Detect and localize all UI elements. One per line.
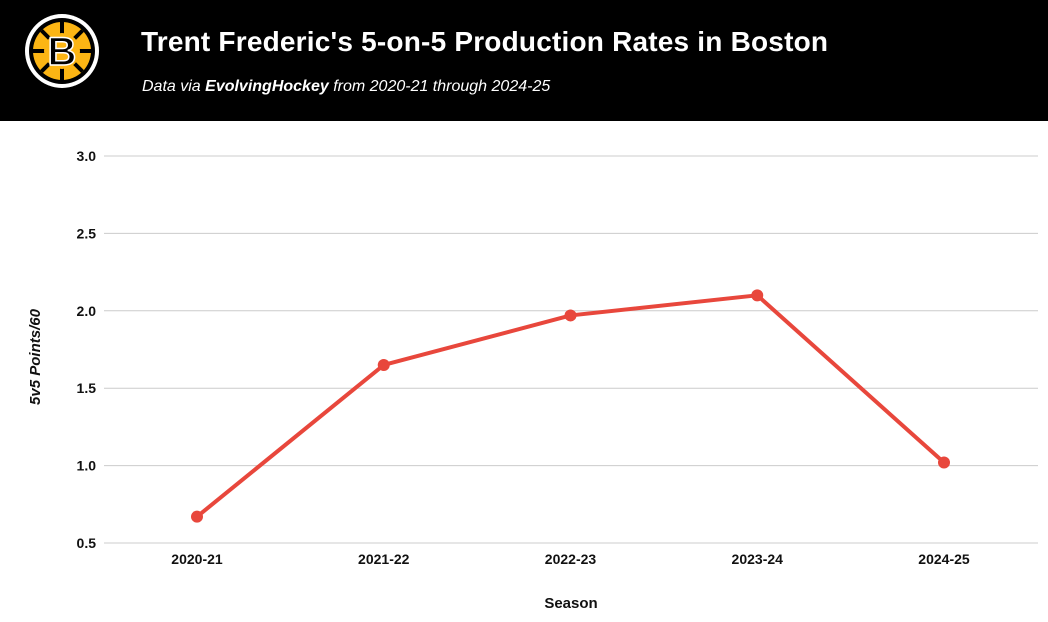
x-tick-label: 2023-24 [732, 551, 784, 567]
subtitle-suffix: from 2020-21 through 2024-25 [328, 78, 551, 95]
line-chart: 0.5 1.0 1.5 2.0 2.5 3.0 2020-21 2021-22 2022-23… [27, 148, 1038, 612]
subtitle-prefix: Data via [142, 78, 206, 95]
bruins-logo-icon: B [25, 14, 99, 88]
x-tick-label: 2020-21 [171, 551, 223, 567]
grid-lines [104, 155, 1038, 544]
data-point [191, 510, 203, 523]
y-axis-title: 5v5 Points/60 [27, 308, 44, 405]
series-line [195, 293, 946, 519]
y-tick-label: 3.0 [77, 148, 97, 164]
data-point [377, 358, 390, 371]
data-point [938, 456, 950, 469]
chart-header: B Trent Frederic's 5-on-5 Production Rat… [0, 0, 1048, 121]
data-point [564, 309, 577, 322]
y-tick-label: 1.5 [77, 380, 97, 396]
chart-title: Trent Frederic's 5-on-5 Production Rates… [141, 26, 829, 57]
subtitle-source: EvolvingHockey [205, 78, 329, 95]
y-tick-label: 2.5 [77, 225, 97, 241]
series-layer [191, 289, 950, 523]
logo-letter: B [48, 30, 77, 74]
data-point [751, 289, 764, 302]
chart-subtitle: Data via EvolvingHockey from 2020-21 thr… [142, 78, 550, 96]
x-tick-label: 2022-23 [545, 551, 597, 567]
x-tick-label: 2021-22 [358, 551, 410, 567]
x-tick-label: 2024-25 [918, 551, 970, 567]
x-axis-title: Season [544, 595, 597, 612]
x-axis-ticks: 2020-21 2021-22 2022-23 2023-24 2024-25 [171, 551, 970, 567]
y-tick-label: 1.0 [77, 458, 97, 474]
y-tick-label: 0.5 [77, 535, 97, 551]
y-axis-ticks: 0.5 1.0 1.5 2.0 2.5 3.0 [77, 148, 97, 551]
y-tick-label: 2.0 [77, 303, 97, 319]
